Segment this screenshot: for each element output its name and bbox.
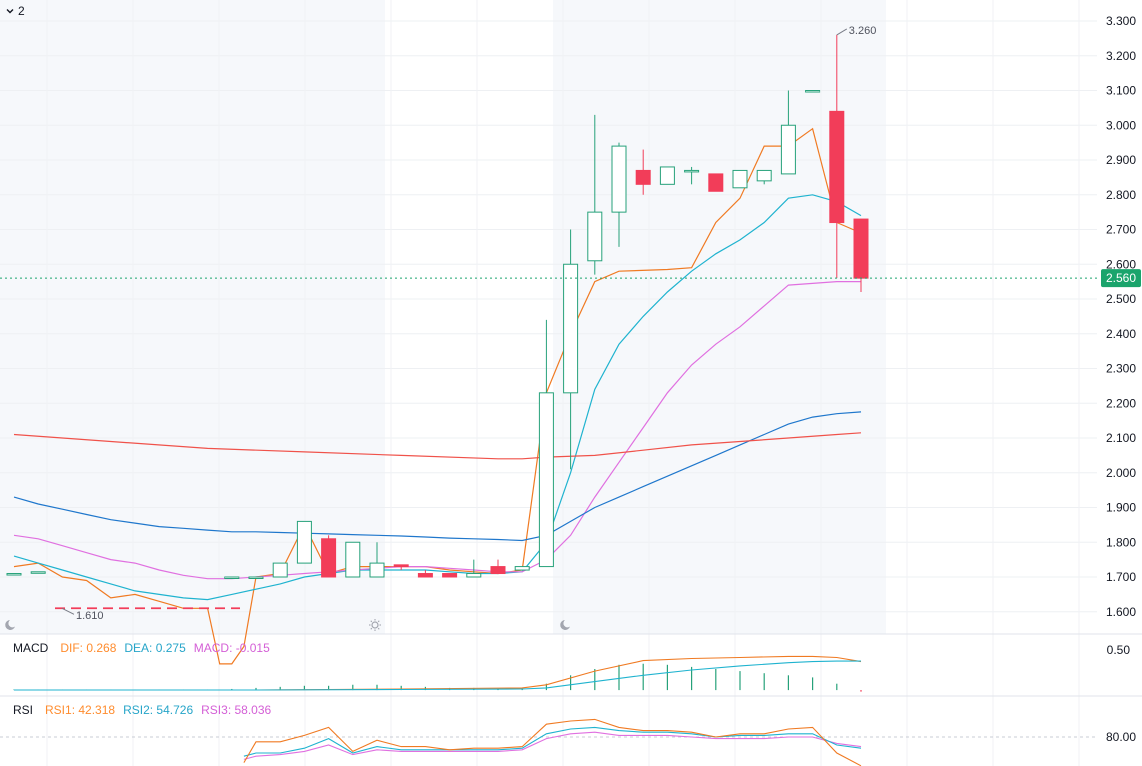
postmarket-session-bg: [553, 0, 886, 634]
candle-body[interactable]: [635, 169, 651, 185]
moving-average-line: [13, 281, 861, 580]
session-shading: [0, 0, 886, 634]
price-tick-label: 2.100: [1106, 431, 1136, 445]
rsi3-line: [243, 731, 862, 760]
rsi1-line: [243, 718, 862, 766]
candle-body[interactable]: [708, 173, 724, 192]
rsi-legend: RSI RSI1: 42.318 RSI2: 54.726 RSI3: 58.0…: [13, 703, 271, 717]
candle-body[interactable]: [466, 573, 482, 578]
macd-pane[interactable]: 0.50: [13, 643, 1131, 692]
price-tick-label: 2.700: [1106, 223, 1136, 237]
candle-body[interactable]: [563, 263, 579, 394]
rsi-pane[interactable]: 80.00: [243, 718, 1136, 766]
price-tick-label: 2.600: [1106, 257, 1136, 271]
rsi1-value: RSI1: 42.318: [45, 703, 116, 717]
price-tick-label: 2.500: [1106, 292, 1136, 306]
candle-body[interactable]: [30, 571, 46, 574]
macd-macd-value: MACD: -0.015: [193, 641, 270, 655]
candle-body[interactable]: [369, 562, 385, 578]
candle-body[interactable]: [224, 576, 240, 579]
price-tick-label: 3.200: [1106, 49, 1136, 63]
price-tick-label: 1.800: [1106, 535, 1136, 549]
macd-dea-value: DEA: 0.275: [124, 641, 186, 655]
macd-dif-value: DIF: 0.268: [60, 641, 117, 655]
candle-body[interactable]: [6, 573, 22, 576]
candle-body[interactable]: [393, 564, 409, 568]
price-tick-label: 2.300: [1106, 362, 1136, 376]
candle-body[interactable]: [756, 169, 772, 182]
price-tick-label: 2.400: [1106, 327, 1136, 341]
price-tick-label: 2.200: [1106, 396, 1136, 410]
candle-body[interactable]: [805, 90, 821, 93]
candle-body[interactable]: [272, 562, 288, 578]
candle-body[interactable]: [780, 124, 796, 175]
moving-average-line: [13, 411, 862, 542]
moon-icon: [560, 620, 570, 630]
candle-body[interactable]: [345, 541, 361, 578]
price-tick-label: 2.900: [1106, 153, 1136, 167]
candle-body[interactable]: [442, 573, 458, 578]
moving-average-line: [13, 194, 862, 601]
macd-axis-tick: 0.50: [1107, 643, 1131, 657]
price-tick-label: 2.000: [1106, 466, 1136, 480]
price-axis[interactable]: 3.300 3.200 3.100 3.000 2.900 2.800 2.700 2.600…: [1101, 14, 1141, 619]
current-price-badge[interactable]: [1101, 269, 1141, 288]
candles[interactable]: [6, 34, 869, 579]
candle-body[interactable]: [684, 169, 700, 173]
chevron-down-icon: [6, 9, 14, 14]
rsi-name: RSI: [13, 703, 34, 717]
candle-body[interactable]: [732, 169, 748, 189]
annotations: 1.610 3.260: [0, 25, 1097, 631]
macd-dea-line: [14, 660, 861, 691]
candle-body[interactable]: [514, 566, 530, 571]
candle-body[interactable]: [417, 573, 433, 578]
premarket-session-bg: [0, 0, 385, 634]
candle-body[interactable]: [587, 211, 603, 262]
candle-body[interactable]: [611, 145, 627, 213]
price-tick-label: 1.700: [1106, 570, 1136, 584]
collapse-count: 2: [18, 4, 25, 18]
sun-ray: [377, 620, 380, 623]
candle-body[interactable]: [659, 166, 675, 185]
macd-legend: MACD DIF: 0.268 DEA: 0.275 MACD: -0.015: [13, 641, 270, 655]
current-price-label: 2.560: [1106, 271, 1136, 285]
candle-body[interactable]: [321, 538, 337, 578]
high-label-leader: [836, 28, 848, 36]
sun-ray: [370, 620, 373, 623]
candle-body[interactable]: [538, 392, 554, 568]
sun-ray: [370, 627, 373, 630]
candle-body[interactable]: [248, 576, 264, 579]
low-label-leader: [61, 607, 75, 615]
sun-ray: [377, 627, 380, 630]
price-tick-label: 3.300: [1106, 14, 1136, 28]
rsi2-value: RSI2: 54.726: [123, 703, 194, 717]
price-tick-label: 2.800: [1106, 188, 1136, 202]
price-tick-label: 3.000: [1106, 118, 1136, 132]
price-tick-label: 3.100: [1106, 84, 1136, 98]
rsi-axis-tick: 80.00: [1106, 730, 1136, 744]
sun-icon: [371, 621, 379, 629]
macd-name: MACD: [13, 641, 49, 655]
indicator-collapse-button[interactable]: 2: [5, 2, 25, 20]
price-tick-label: 1.900: [1106, 501, 1136, 515]
macd-dif-line: [14, 655, 862, 691]
candle-body[interactable]: [829, 110, 845, 224]
candle-body[interactable]: [490, 566, 506, 575]
candle-body[interactable]: [296, 520, 312, 564]
low-price-label: 1.610: [76, 610, 104, 622]
candle-body[interactable]: [853, 218, 869, 279]
high-price-label: 3.260: [849, 25, 877, 37]
price-tick-label: 1.600: [1106, 605, 1136, 619]
moon-icon: [5, 620, 16, 630]
rsi3-value: RSI3: 58.036: [201, 703, 272, 717]
rsi2-line: [243, 726, 862, 757]
